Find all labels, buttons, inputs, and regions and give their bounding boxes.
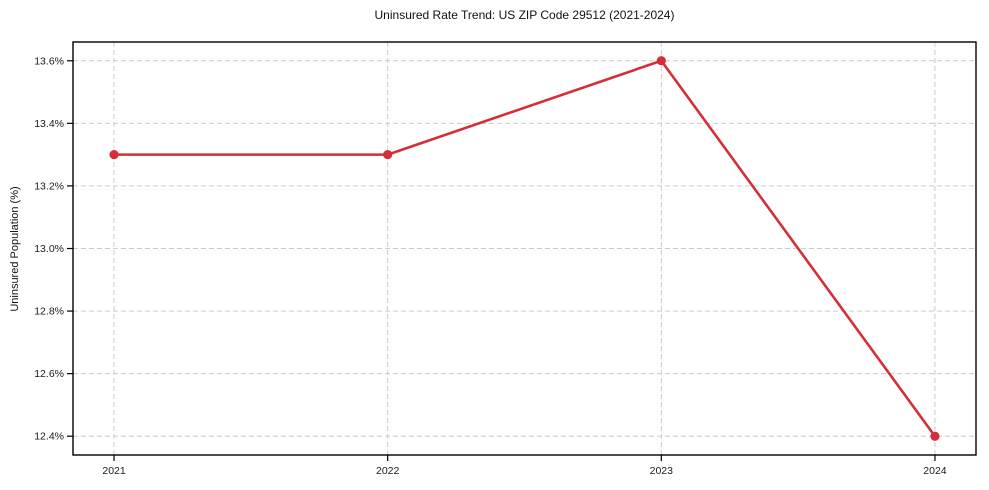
y-tick-label: 13.6%: [34, 55, 64, 67]
y-tick-label: 13.4%: [34, 118, 64, 130]
y-tick-label: 12.4%: [34, 431, 64, 443]
y-tick-label: 13.2%: [34, 180, 64, 192]
chart-title: Uninsured Rate Trend: US ZIP Code 29512 …: [374, 8, 675, 22]
data-point-marker: [656, 56, 666, 66]
data-point-marker: [109, 150, 119, 160]
y-tick-label: 12.6%: [34, 368, 64, 380]
data-point-marker: [383, 150, 393, 160]
y-tick-label: 13.0%: [34, 243, 64, 255]
y-tick-label: 12.8%: [34, 306, 64, 318]
series-line: [112, 59, 937, 438]
x-tick-label: 2021: [102, 465, 126, 477]
x-tick-label: 2023: [650, 465, 674, 477]
x-tick-label: 2024: [923, 465, 947, 477]
plot-frame: [72, 41, 977, 456]
data-point-marker: [930, 431, 940, 441]
x-tick-label: 2022: [376, 465, 400, 477]
